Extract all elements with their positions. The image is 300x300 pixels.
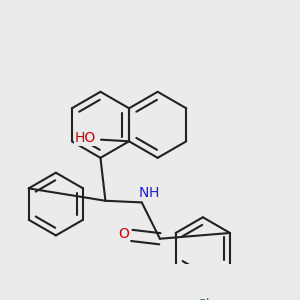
Text: O: O bbox=[118, 227, 129, 241]
Text: N: N bbox=[138, 186, 148, 200]
Text: HO: HO bbox=[75, 131, 96, 145]
Text: Cl: Cl bbox=[196, 298, 210, 300]
Text: H: H bbox=[149, 186, 160, 200]
